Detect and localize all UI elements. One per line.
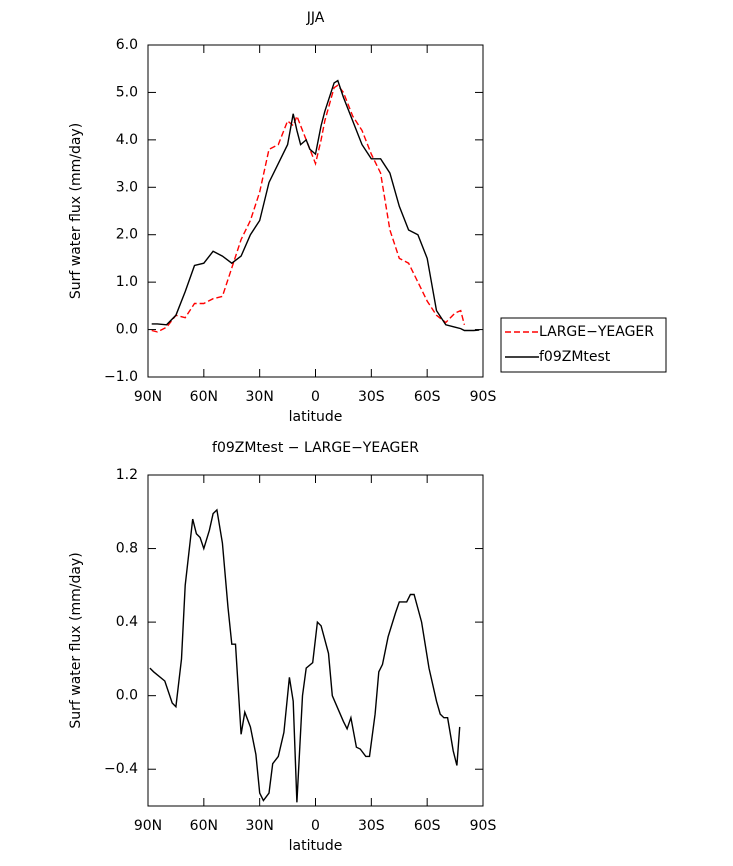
- chart-title: JJA: [306, 10, 325, 26]
- y-tick-label: −1.0: [104, 369, 138, 385]
- y-tick-label: 1.0: [116, 274, 138, 290]
- x-tick-label: 30S: [358, 389, 385, 405]
- y-tick-label: 3.0: [116, 179, 138, 195]
- x-tick-label: 60S: [414, 389, 441, 405]
- y-tick-label: 0.8: [116, 541, 138, 557]
- y-tick-label: 5.0: [116, 84, 138, 100]
- y-tick-label: 1.2: [116, 467, 138, 483]
- x-axis-label: latitude: [289, 409, 343, 425]
- x-axis-label: latitude: [289, 838, 343, 854]
- y-axis-label: Surf water flux (mm/day): [68, 123, 84, 299]
- x-tick-label: 30S: [358, 818, 385, 834]
- y-tick-label: 0.0: [116, 688, 138, 704]
- legend-label: f09ZMtest: [539, 349, 611, 365]
- data-line: [151, 84, 466, 333]
- x-tick-label: 90N: [134, 818, 162, 834]
- y-axis-label: Surf water flux (mm/day): [68, 552, 84, 728]
- y-tick-label: 0.0: [116, 322, 138, 338]
- x-tick-label: 60S: [414, 818, 441, 834]
- y-tick-label: 2.0: [116, 227, 138, 243]
- legend-label: LARGE−YEAGER: [539, 324, 654, 340]
- plot-frame: [147, 44, 484, 378]
- data-line: [151, 79, 480, 332]
- y-tick-label: −0.4: [104, 761, 138, 777]
- x-tick-label: 0: [311, 389, 320, 405]
- x-tick-label: 0: [311, 818, 320, 834]
- x-tick-label: 60N: [190, 389, 218, 405]
- x-tick-label: 90S: [470, 389, 497, 405]
- x-tick-label: 90N: [134, 389, 162, 405]
- x-tick-label: 30N: [246, 389, 274, 405]
- y-tick-label: 4.0: [116, 132, 138, 148]
- x-tick-label: 90S: [470, 818, 497, 834]
- x-tick-label: 60N: [190, 818, 218, 834]
- data-line: [149, 508, 461, 803]
- legend-frame: [500, 317, 667, 373]
- chart-title: f09ZMtest − LARGE−YEAGER: [212, 440, 419, 456]
- x-tick-label: 30N: [246, 818, 274, 834]
- y-tick-label: 6.0: [116, 37, 138, 53]
- y-tick-label: 0.4: [116, 614, 138, 630]
